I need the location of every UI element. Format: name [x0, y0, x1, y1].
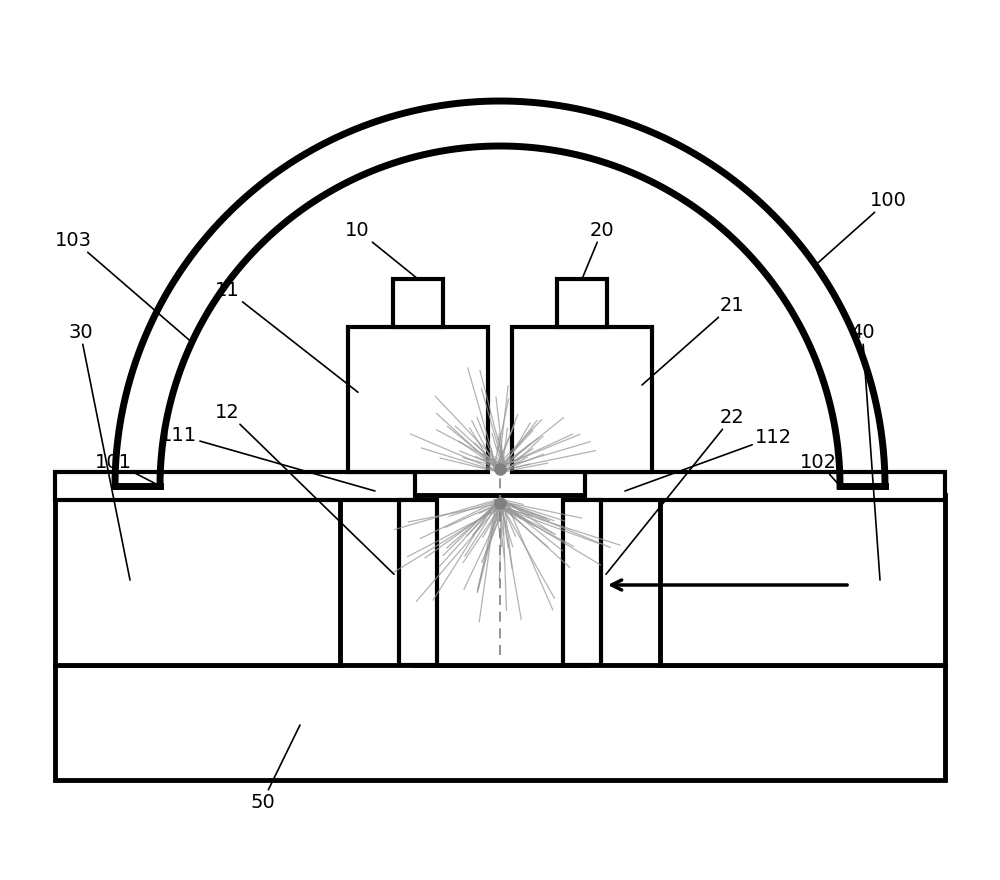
- Text: 101: 101: [95, 452, 160, 486]
- Bar: [415, 495, 585, 665]
- Text: 40: 40: [850, 322, 880, 580]
- Text: 100: 100: [815, 190, 907, 265]
- Bar: [55, 472, 415, 500]
- Bar: [348, 327, 488, 472]
- Text: 50: 50: [250, 725, 300, 811]
- Bar: [660, 495, 945, 665]
- Text: 112: 112: [625, 428, 792, 491]
- Text: 22: 22: [606, 407, 745, 575]
- Text: 11: 11: [215, 281, 358, 392]
- Text: 103: 103: [55, 231, 192, 342]
- Bar: [393, 279, 443, 327]
- Text: 111: 111: [160, 426, 375, 491]
- Text: 21: 21: [642, 296, 745, 385]
- Text: 102: 102: [800, 452, 840, 486]
- Text: 20: 20: [582, 221, 615, 279]
- Bar: [512, 327, 652, 472]
- Text: 10: 10: [345, 221, 418, 279]
- Bar: [563, 500, 601, 665]
- Text: 12: 12: [215, 402, 394, 575]
- Bar: [585, 472, 945, 500]
- Text: 30: 30: [68, 322, 130, 580]
- Bar: [55, 665, 945, 780]
- Bar: [557, 279, 607, 327]
- Bar: [399, 500, 437, 665]
- Bar: [55, 495, 340, 665]
